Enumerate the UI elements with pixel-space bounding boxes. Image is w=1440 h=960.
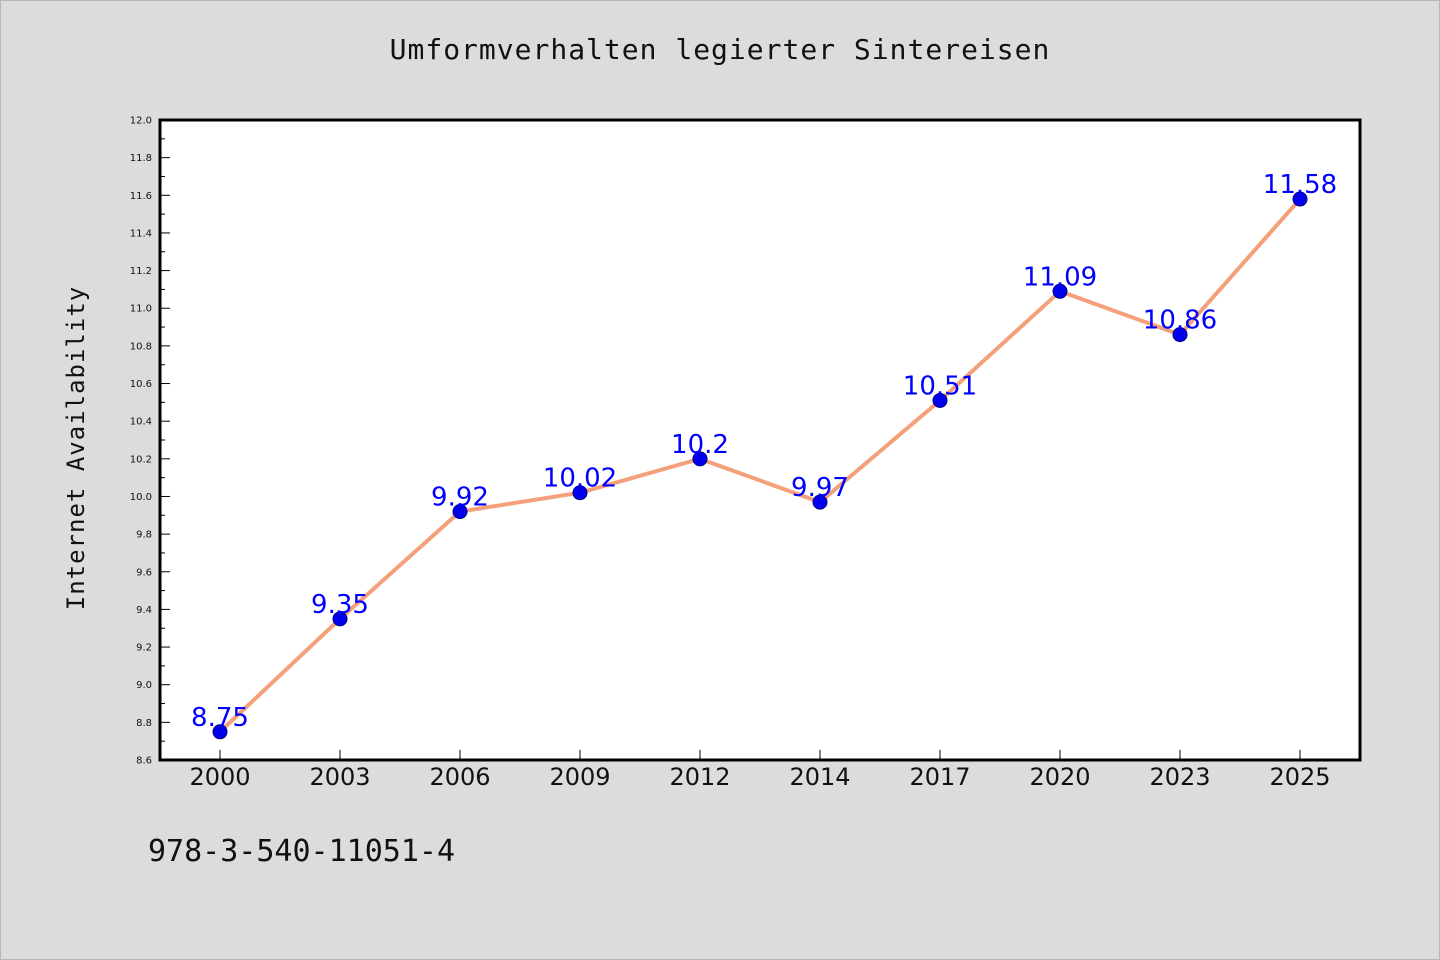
x-tick-label: 2003 bbox=[309, 763, 370, 791]
y-tick-label: 12.0 bbox=[130, 116, 152, 127]
y-tick-label: 9.6 bbox=[136, 567, 152, 578]
data-point bbox=[1172, 327, 1188, 343]
data-label: 8.75 bbox=[191, 703, 249, 733]
series-line bbox=[218, 197, 1302, 734]
x-tick-label: 2000 bbox=[189, 763, 250, 791]
y-tick-label: 11.4 bbox=[130, 228, 152, 239]
data-point bbox=[332, 611, 348, 627]
x-tick-label: 2023 bbox=[1149, 763, 1210, 791]
data-label: 11.09 bbox=[1023, 262, 1097, 292]
x-tick-label: 2012 bbox=[669, 763, 730, 791]
y-tick-label: 8.8 bbox=[136, 718, 152, 729]
data-label: 11.58 bbox=[1263, 170, 1337, 200]
y-tick-label: 10.8 bbox=[130, 341, 152, 352]
data-label: 10.86 bbox=[1143, 306, 1217, 336]
data-label: 10.2 bbox=[671, 430, 729, 460]
y-tick-label: 9.0 bbox=[136, 680, 152, 691]
data-point bbox=[452, 504, 468, 520]
y-tick-label: 9.8 bbox=[136, 530, 152, 541]
y-tick-label: 9.2 bbox=[136, 643, 152, 654]
x-tick-label: 2025 bbox=[1269, 763, 1330, 791]
x-tick-label: 2006 bbox=[429, 763, 490, 791]
y-tick-label: 8.6 bbox=[136, 756, 152, 767]
data-point bbox=[692, 451, 708, 467]
data-point bbox=[212, 724, 228, 740]
y-tick-label: 10.0 bbox=[130, 492, 152, 503]
x-tick-label: 2014 bbox=[789, 763, 850, 791]
y-tick-label: 9.4 bbox=[136, 605, 152, 616]
data-label: 9.92 bbox=[431, 483, 489, 513]
y-tick-label: 10.6 bbox=[130, 379, 152, 390]
y-axis: 8.6 8.8 9.0 9.2 9.4 9.6 9.8 10.0 10.2 10.4 10.6 10.… bbox=[130, 116, 170, 767]
data-point bbox=[1292, 191, 1308, 207]
data-label: 9.35 bbox=[311, 590, 369, 620]
data-point bbox=[1052, 283, 1068, 299]
footnote-isbn: 978-3-540-11051-4 bbox=[148, 834, 456, 869]
data-label: 9.97 bbox=[791, 473, 849, 503]
data-label: 10.51 bbox=[903, 371, 977, 401]
data-point bbox=[932, 392, 948, 408]
y-tick-label: 10.2 bbox=[130, 454, 152, 465]
series-layer: 8.75 9.35 9.92 10.02 10.2 9.97 10.51 11.09 10.86… bbox=[191, 170, 1337, 740]
data-point bbox=[812, 494, 828, 510]
y-tick-label: 11.6 bbox=[130, 191, 152, 202]
x-tick-label: 2017 bbox=[909, 763, 970, 791]
y-tick-label: 11.8 bbox=[130, 153, 152, 164]
plot-area bbox=[158, 118, 1362, 762]
x-tick-label: 2009 bbox=[549, 763, 610, 791]
data-label: 10.02 bbox=[543, 464, 617, 494]
data-point bbox=[572, 485, 588, 501]
y-tick-label: 11.0 bbox=[130, 304, 152, 315]
y-tick-label: 11.2 bbox=[130, 266, 152, 277]
x-axis: 2000 2003 2006 2009 2012 2014 2017 2020 2023 2025 bbox=[189, 750, 1331, 791]
y-tick-label: 10.4 bbox=[130, 417, 152, 428]
x-tick-label: 2020 bbox=[1029, 763, 1090, 791]
chart-title: Umformverhalten legierter Sintereisen bbox=[389, 33, 1051, 66]
